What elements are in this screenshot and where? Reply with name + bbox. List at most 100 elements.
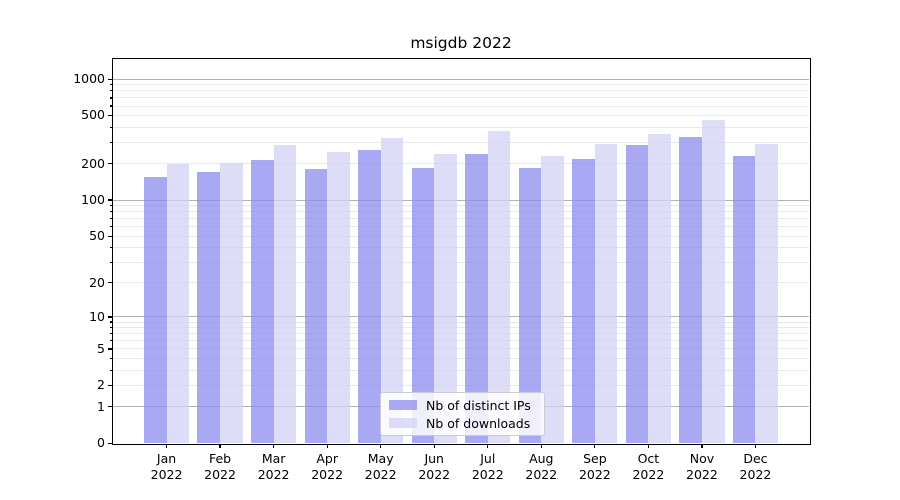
- bar-nb-of-distinct-ips-sep: [572, 158, 595, 444]
- x-tick-month: Jul: [480, 451, 496, 466]
- y-tick-mark: [107, 316, 113, 318]
- y-tick-mark: [107, 442, 113, 444]
- x-tick-month: Dec: [743, 451, 768, 466]
- x-tick-month: May: [367, 451, 394, 466]
- x-tick-year: 2022: [150, 466, 183, 482]
- x-tick-label: Nov 2022: [672, 451, 732, 482]
- y-minor-tick-mark: [110, 226, 113, 228]
- bar-nb-of-distinct-ips-oct: [625, 144, 649, 444]
- minor-gridline: [113, 358, 809, 360]
- legend-label: Nb of downloads: [426, 415, 531, 431]
- y-tick-mark: [107, 78, 113, 80]
- y-minor-tick-mark: [110, 211, 113, 213]
- y-tick-label: 20: [89, 274, 105, 290]
- bar-nb-of-downloads-sep: [594, 143, 618, 444]
- x-tick-year: 2022: [418, 466, 451, 482]
- bar-nb-of-distinct-ips-jan: [143, 177, 167, 444]
- legend: Nb of distinct IPs Nb of downloads: [380, 392, 545, 436]
- y-tick-mark: [107, 384, 113, 387]
- x-tick-label: Oct 2022: [618, 451, 678, 482]
- bar-nb-of-distinct-ips-dec: [732, 155, 756, 444]
- minor-gridline: [113, 333, 809, 335]
- x-tick-month: Feb: [208, 451, 232, 466]
- x-tick-mark: [273, 443, 275, 449]
- y-tick-label: 1000: [73, 70, 105, 86]
- bar-nb-of-downloads-may: [380, 137, 404, 444]
- minor-gridline: [113, 218, 809, 220]
- x-tick-label: Apr 2022: [297, 451, 357, 482]
- minor-gridline: [113, 105, 809, 107]
- x-tick-month: Aug: [529, 451, 554, 466]
- y-minor-tick-mark: [110, 97, 113, 99]
- x-tick-label: Jul 2022: [458, 451, 518, 482]
- y-tick-mark: [107, 406, 113, 408]
- x-tick-year: 2022: [257, 466, 290, 482]
- y-tick-mark: [107, 115, 113, 117]
- x-tick-year: 2022: [686, 466, 718, 482]
- minor-gridline: [113, 327, 809, 329]
- x-tick-mark: [647, 443, 649, 449]
- x-tick-year: 2022: [525, 466, 558, 482]
- x-tick-month: Oct: [637, 451, 660, 466]
- bar-nb-of-downloads-mar: [273, 144, 297, 444]
- x-tick-year: 2022: [311, 466, 344, 482]
- x-tick-month: Jan: [156, 451, 177, 466]
- y-tick-label: 500: [81, 107, 105, 123]
- bar-nb-of-downloads-oct: [648, 133, 671, 444]
- bar-nb-of-distinct-ips-may: [358, 150, 381, 444]
- y-minor-tick-mark: [110, 326, 113, 329]
- x-tick-mark: [165, 443, 168, 449]
- minor-gridline: [113, 321, 809, 323]
- x-tick-label: Dec 2022: [725, 451, 785, 482]
- minor-gridline: [113, 90, 809, 92]
- bar-nb-of-downloads-feb: [220, 163, 243, 444]
- x-tick-mark: [433, 443, 435, 449]
- minor-gridline: [113, 247, 809, 249]
- bar-nb-of-downloads-apr: [327, 152, 350, 444]
- y-minor-tick-mark: [110, 218, 113, 220]
- minor-gridline: [113, 261, 809, 263]
- x-tick-label: Jun 2022: [404, 451, 464, 482]
- y-minor-tick-mark: [110, 105, 113, 107]
- bar-nb-of-downloads-nov: [701, 120, 725, 444]
- minor-gridline: [113, 348, 809, 350]
- y-tick-mark: [107, 199, 113, 201]
- y-tick-label: 10: [89, 308, 105, 324]
- y-minor-tick-mark: [110, 247, 113, 249]
- bar-nb-of-distinct-ips-nov: [679, 137, 702, 444]
- bar-nb-of-distinct-ips-feb: [197, 172, 221, 444]
- y-minor-tick-mark: [110, 321, 113, 323]
- legend-swatch-downloads: [389, 418, 417, 428]
- x-tick-year: 2022: [632, 466, 665, 482]
- x-tick-label: Feb 2022: [190, 451, 250, 482]
- x-tick-label: Sep 2022: [565, 451, 625, 482]
- minor-gridline: [113, 282, 809, 284]
- plot-area: [113, 59, 809, 444]
- y-minor-tick-mark: [110, 90, 113, 92]
- bar-nb-of-downloads-dec: [755, 144, 779, 444]
- x-tick-label: Aug 2022: [511, 451, 571, 482]
- bar-nb-of-distinct-ips-apr: [304, 168, 328, 444]
- bar-nb-of-downloads-jul: [487, 131, 511, 444]
- minor-gridline: [113, 142, 809, 143]
- minor-gridline: [113, 84, 809, 86]
- y-tick-label: 50: [89, 227, 105, 243]
- bar-nb-of-distinct-ips-mar: [251, 159, 274, 444]
- y-minor-tick-mark: [110, 357, 113, 360]
- minor-gridline: [113, 369, 809, 371]
- y-tick-label: 0: [97, 435, 105, 451]
- y-minor-tick-mark: [110, 141, 113, 144]
- bar-nb-of-distinct-ips-jun: [411, 168, 435, 444]
- bar-nb-of-downloads-jan: [166, 164, 190, 444]
- y-tick-mark: [107, 235, 113, 237]
- x-tick-month: Sep: [583, 451, 607, 466]
- minor-gridline: [113, 226, 809, 228]
- minor-gridline: [113, 205, 809, 207]
- y-tick-label: 200: [81, 155, 105, 171]
- x-tick-month: Nov: [689, 451, 715, 466]
- x-tick-mark: [754, 443, 757, 449]
- legend-item: Nb of distinct IPs: [389, 398, 536, 413]
- x-tick-mark: [487, 443, 489, 449]
- x-tick-mark: [540, 443, 542, 449]
- x-tick-mark: [594, 443, 596, 449]
